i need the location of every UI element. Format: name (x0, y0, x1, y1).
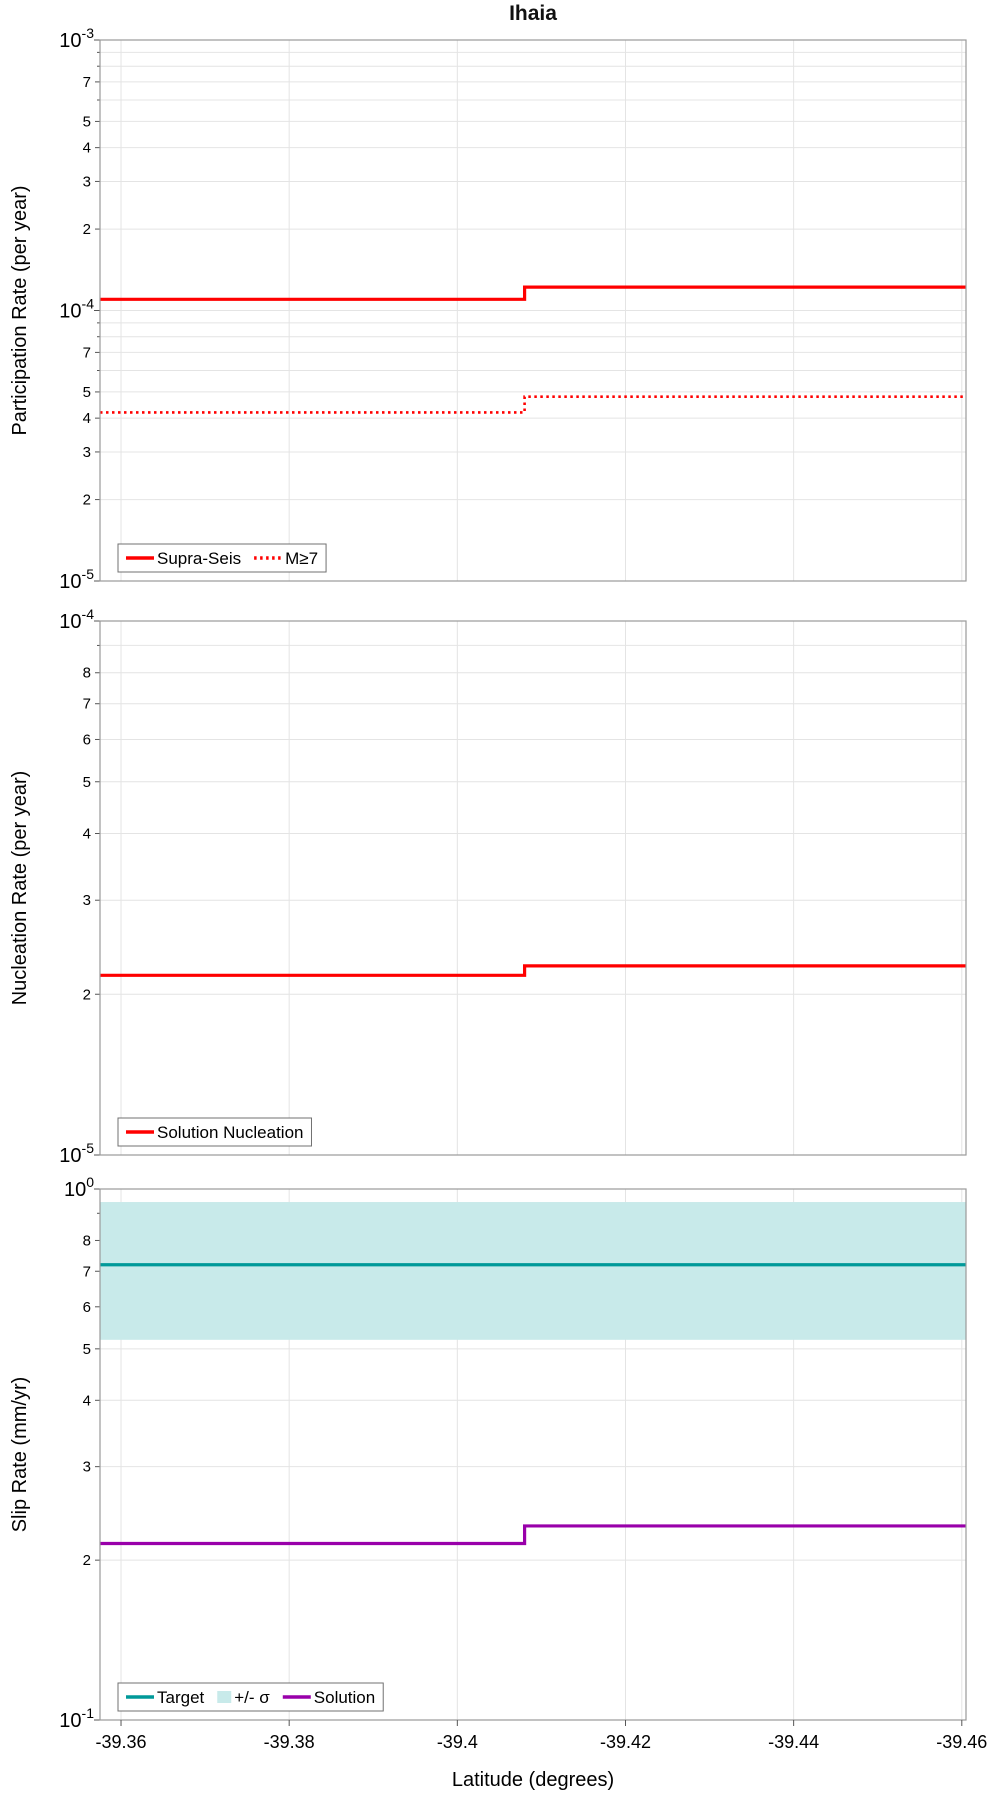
svg-text:4: 4 (83, 825, 91, 842)
svg-text:6: 6 (83, 731, 91, 748)
svg-text:-39.44: -39.44 (768, 1732, 819, 1752)
svg-text:7: 7 (83, 696, 91, 713)
svg-text:10-4: 10-4 (59, 296, 94, 323)
svg-text:5: 5 (83, 1341, 91, 1358)
svg-text:2: 2 (83, 986, 91, 1003)
svg-text:-39.4: -39.4 (437, 1732, 478, 1752)
svg-text:7: 7 (83, 344, 91, 361)
svg-text:7: 7 (83, 1263, 91, 1280)
svg-text:10-3: 10-3 (59, 25, 94, 52)
svg-text:Supra-Seis: Supra-Seis (157, 549, 241, 568)
svg-text:5: 5 (83, 113, 91, 130)
svg-text:10-1: 10-1 (59, 1705, 94, 1732)
svg-text:+/- σ: +/- σ (234, 1688, 270, 1707)
svg-text:6: 6 (83, 1299, 91, 1316)
svg-text:4: 4 (83, 410, 91, 427)
svg-text:-39.46: -39.46 (936, 1732, 987, 1752)
svg-text:5: 5 (83, 774, 91, 791)
svg-text:Solution: Solution (314, 1688, 375, 1707)
svg-text:Solution Nucleation: Solution Nucleation (157, 1123, 303, 1142)
svg-text:Latitude (degrees): Latitude (degrees) (452, 1769, 614, 1791)
svg-text:-39.38: -39.38 (264, 1732, 315, 1752)
svg-text:3: 3 (83, 173, 91, 190)
svg-text:3: 3 (83, 444, 91, 461)
svg-text:Participation Rate (per year): Participation Rate (per year) (9, 185, 31, 435)
svg-text:8: 8 (83, 1232, 91, 1249)
svg-text:2: 2 (83, 221, 91, 238)
svg-text:M≥7: M≥7 (285, 549, 318, 568)
svg-text:-39.36: -39.36 (95, 1732, 146, 1752)
svg-text:4: 4 (83, 1392, 91, 1409)
svg-text:7: 7 (83, 74, 91, 91)
svg-text:4: 4 (83, 140, 91, 157)
svg-text:10-5: 10-5 (59, 566, 94, 593)
svg-text:8: 8 (83, 665, 91, 682)
svg-text:Target: Target (157, 1688, 205, 1707)
svg-text:2: 2 (83, 492, 91, 509)
svg-text:10-4: 10-4 (59, 606, 94, 633)
svg-text:5: 5 (83, 384, 91, 401)
svg-text:3: 3 (83, 1459, 91, 1476)
svg-text:-39.42: -39.42 (600, 1732, 651, 1752)
svg-text:10-5: 10-5 (59, 1140, 94, 1167)
svg-text:2: 2 (83, 1552, 91, 1569)
svg-text:3: 3 (83, 892, 91, 909)
chart-title: Ihaia (509, 2, 557, 25)
svg-text:Nucleation Rate (per year): Nucleation Rate (per year) (9, 771, 31, 1006)
svg-text:Slip Rate (mm/yr): Slip Rate (mm/yr) (9, 1377, 31, 1533)
svg-text:100: 100 (64, 1174, 94, 1201)
